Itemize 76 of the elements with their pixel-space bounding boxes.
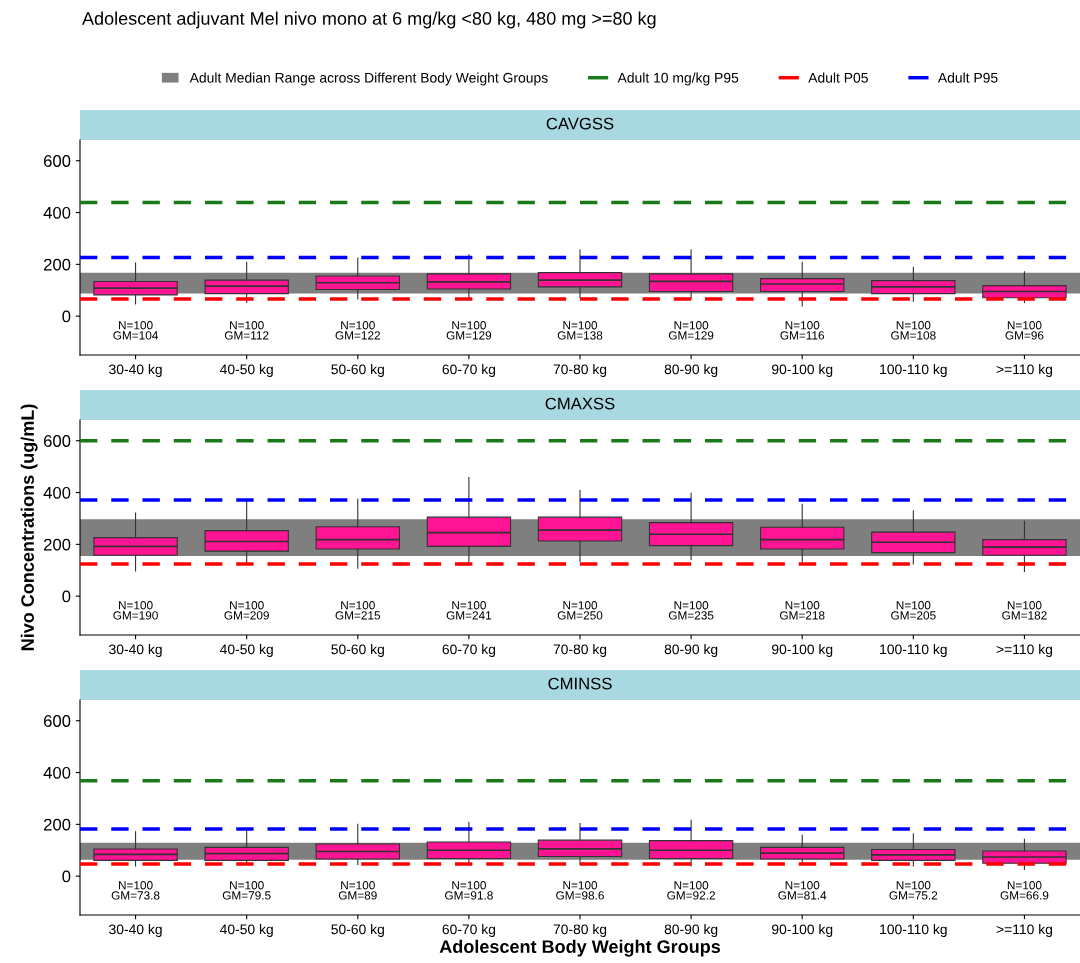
y-tick-label: 0: [62, 870, 71, 883]
x-tick-label: 60-70 kg: [442, 924, 496, 937]
annotation: N=100 GM=218: [780, 601, 825, 620]
y-tick-label: 600: [44, 715, 71, 727]
x-tick-label: 100-110 kg: [880, 924, 947, 937]
y-tick-label: 400: [43, 486, 71, 499]
annotation: N=100 GM=66.9: [1000, 881, 1049, 900]
annotation: N=100 GM=91.8: [445, 881, 493, 900]
legend-label: Adult P95: [937, 72, 998, 83]
annotation: N=100 GM=129: [446, 321, 492, 340]
y-tick-label: 600: [44, 155, 71, 167]
annotation: N=100 GM=215: [335, 601, 381, 620]
x-tick-label: 80-90 kg: [664, 644, 718, 657]
annotation: N=100 GM=205: [891, 601, 936, 620]
x-tick-label: 70-80 kg: [553, 644, 607, 657]
y-tick-label: 0: [62, 310, 71, 323]
annotation: N=100 GM=182: [1002, 601, 1047, 620]
annotation: N=100 GM=241: [446, 601, 492, 620]
x-tick-label: 40-50 kg: [219, 924, 273, 937]
x-tick-label: 40-50 kg: [219, 364, 273, 377]
x-tick-label: 50-60 kg: [331, 924, 384, 937]
x-tick-label: 30-40 kg: [109, 644, 162, 657]
chart-subtitle: CAVGSS: [546, 117, 614, 130]
x-tick-label: >=110 kg: [996, 644, 1052, 657]
y-tick-label: 0: [62, 590, 71, 603]
x-tick-label: 30-40 kg: [109, 924, 162, 937]
x-tick-label: 90-100 kg: [771, 924, 833, 937]
x-tick-label: 50-60 kg: [331, 644, 384, 657]
annotation: N=100 GM=138: [557, 321, 603, 340]
x-tick-label: 100-110 kg: [880, 364, 947, 377]
legend-label: Adult 10 mg/kg P95: [617, 72, 739, 86]
x-tick-label: 60-70 kg: [442, 364, 496, 377]
annotation: N=100 GM=122: [335, 321, 380, 340]
annotation: N=100 GM=73.8: [111, 881, 160, 900]
y-tick-label: 200: [44, 258, 71, 271]
x-tick-label: 80-90 kg: [664, 364, 718, 377]
x-tick-label: >=110 kg: [996, 924, 1052, 937]
x-tick-label: 60-70 kg: [442, 644, 496, 657]
x-axis-title: Adolescent Body Weight Groups: [439, 939, 721, 957]
x-tick-label: 50-60 kg: [331, 364, 384, 377]
y-tick-label: 400: [43, 766, 71, 779]
chart-title: Adolescent adjuvant Mel nivo mono at 6 mg/kg <80 kg, 480 mg >=80 kg: [82, 11, 656, 29]
annotation: N=100 GM=112: [224, 321, 269, 340]
annotation: N=100 GM=96: [1005, 321, 1044, 340]
x-tick-label: 70-80 kg: [553, 364, 607, 377]
y-axis-title: Nivo Concentrations (ug/mL): [20, 404, 38, 651]
annotation: N=100 GM=209: [224, 601, 269, 620]
y-tick-label: 200: [44, 538, 71, 551]
x-tick-label: 70-80 kg: [553, 924, 607, 937]
x-tick-label: 80-90 kg: [664, 924, 718, 937]
y-tick-label: 200: [44, 818, 71, 831]
annotation: N=100 GM=250: [557, 601, 603, 620]
x-tick-label: 90-100 kg: [771, 644, 833, 657]
annotation: N=100 GM=92.2: [667, 881, 715, 900]
legend-label: Adult Median Range across Different Body Weight Groups: [189, 72, 548, 86]
chart-subtitle: CMAXSS: [545, 397, 615, 410]
x-tick-label: 40-50 kg: [219, 644, 273, 657]
annotation: N=100 GM=75.2: [889, 881, 938, 900]
x-tick-label: 100-110 kg: [880, 644, 947, 657]
y-tick-label: 400: [43, 206, 71, 219]
x-tick-label: >=110 kg: [996, 364, 1052, 377]
annotation: N=100 GM=235: [668, 601, 714, 620]
annotation: N=100 GM=81.4: [778, 881, 827, 900]
legend-label: Adult P05: [808, 72, 868, 83]
annotation: N=100 GM=98.6: [556, 881, 604, 900]
annotation: N=100 GM=129: [668, 321, 714, 340]
annotation: N=100 GM=89: [338, 881, 377, 900]
x-tick-label: 30-40 kg: [109, 364, 162, 377]
chart-subtitle: CMINSS: [548, 677, 612, 690]
annotation: N=100 GM=104: [113, 321, 159, 340]
annotation: N=100 GM=79.5: [222, 881, 271, 900]
annotation: N=100 GM=190: [113, 601, 158, 620]
x-tick-label: 90-100 kg: [771, 364, 833, 377]
annotation: N=100 GM=108: [891, 321, 936, 340]
annotation: N=100 GM=116: [780, 321, 825, 340]
y-tick-label: 600: [44, 435, 71, 447]
